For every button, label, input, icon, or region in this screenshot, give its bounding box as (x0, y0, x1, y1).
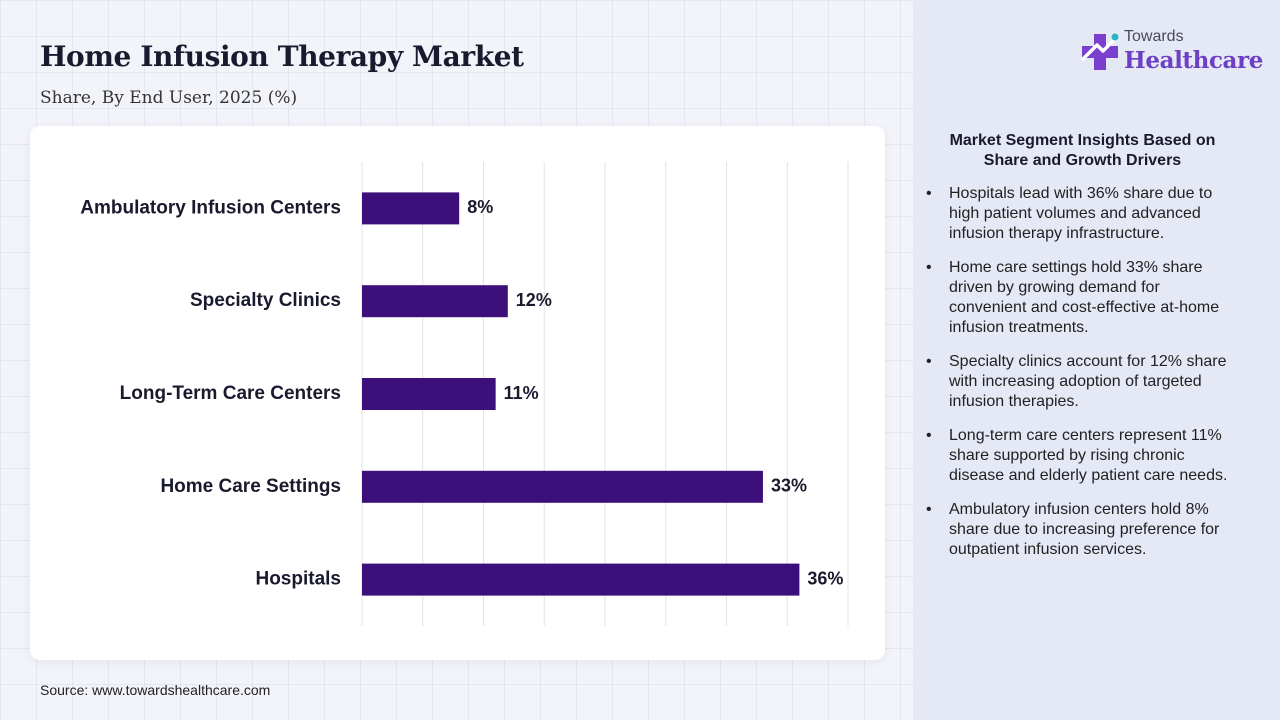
logo-text-towards: Towards (1124, 28, 1184, 45)
brand-logo: Towards Healthcare (1080, 28, 1264, 78)
bar (362, 285, 508, 318)
chart-card: Ambulatory Infusion Centers 8% Specialty C… (30, 126, 885, 660)
insight-item: Hospitals lead with 36% share due to hig… (920, 184, 1240, 244)
page-title: Home Infusion Therapy Market (40, 40, 524, 73)
bar-chart: Ambulatory Infusion Centers 8% Specialty C… (80, 162, 849, 626)
insight-item: Specialty clinics account for 12% share … (920, 352, 1240, 412)
source-note: Source: www.towardshealthcare.com (40, 682, 271, 698)
data-label: 8% (467, 197, 493, 217)
insight-item: Long-term care centers represent 11% sha… (920, 426, 1240, 486)
category-label: Hospitals (255, 569, 341, 590)
category-label: Ambulatory Infusion Centers (80, 197, 341, 218)
bars: Ambulatory Infusion Centers 8% Specialty C… (80, 192, 843, 596)
category-label: Specialty Clinics (190, 290, 341, 311)
insight-item: Ambulatory infusion centers hold 8% shar… (920, 500, 1240, 560)
category-label: Long-Term Care Centers (120, 383, 341, 404)
bar (362, 378, 496, 410)
bar (362, 192, 460, 225)
insights-list: Hospitals lead with 36% share due to hig… (920, 184, 1240, 574)
data-label: 33% (771, 476, 807, 496)
data-label: 11% (504, 383, 539, 403)
data-label: 12% (516, 290, 552, 310)
data-label: 36% (807, 568, 843, 588)
bar (362, 470, 763, 503)
page-subtitle: Share, By End User, 2025 (%) (40, 88, 298, 108)
insights-title: Market Segment Insights Based on Share a… (949, 132, 1216, 169)
insight-item: Home care settings hold 33% share driven… (920, 258, 1240, 338)
bar (362, 563, 800, 596)
logo-text-healthcare: Healthcare (1124, 47, 1264, 74)
category-label: Home Care Settings (160, 476, 341, 497)
medical-cross-icon (1081, 33, 1119, 70)
